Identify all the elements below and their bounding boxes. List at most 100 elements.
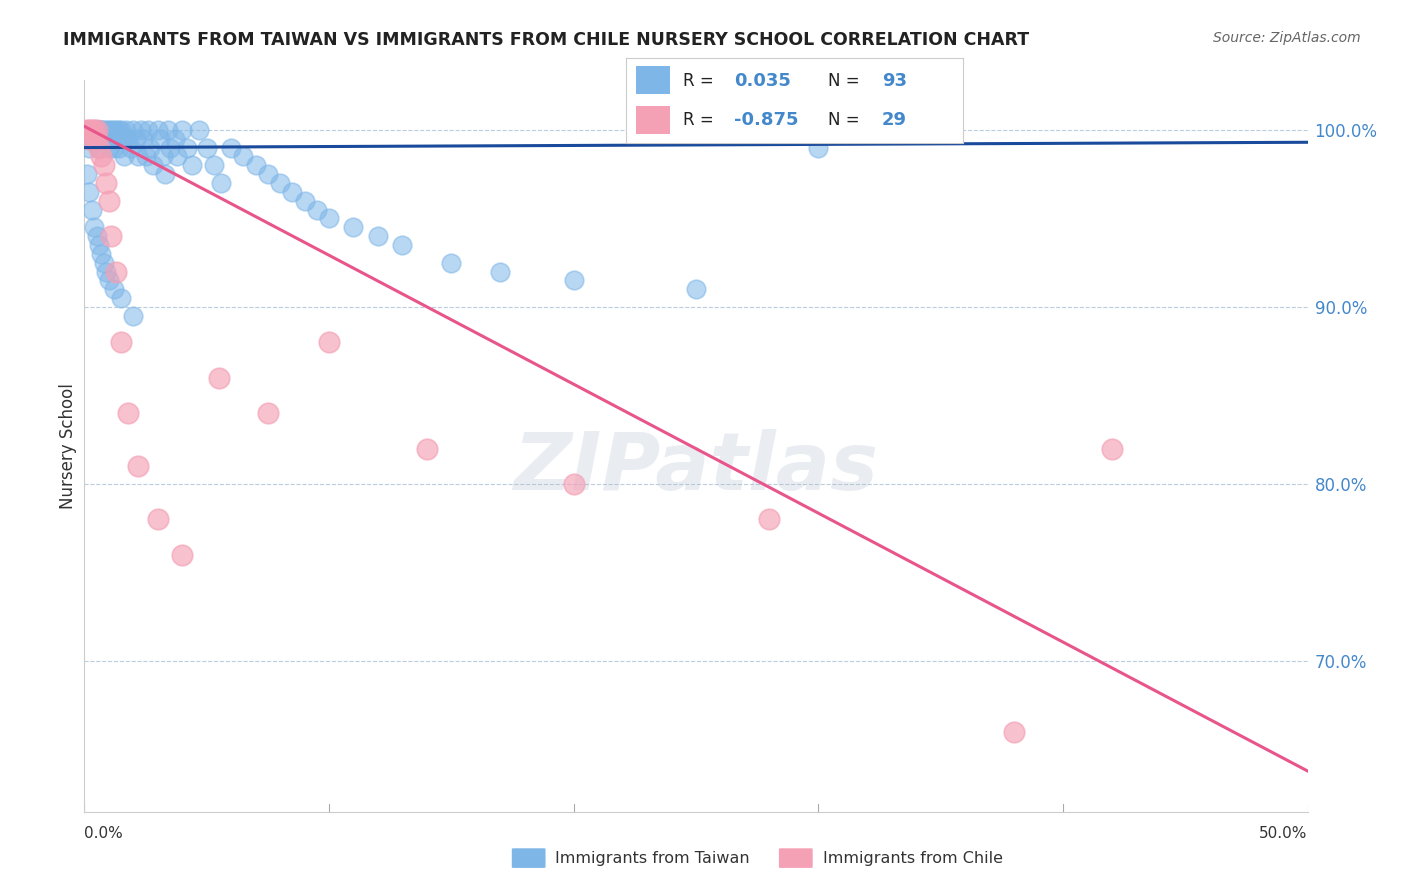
Point — [83, 132, 105, 146]
Text: R =: R = — [683, 111, 714, 128]
Point — [807, 140, 830, 154]
Point — [202, 158, 225, 172]
Point — [562, 273, 585, 287]
Point — [156, 123, 179, 137]
Point — [139, 140, 162, 154]
Text: ZIPatlas: ZIPatlas — [513, 429, 879, 507]
Text: Immigrants from Taiwan: Immigrants from Taiwan — [555, 851, 749, 865]
Point — [136, 123, 159, 137]
Point — [90, 123, 112, 137]
Point — [100, 123, 122, 137]
Point — [86, 229, 108, 244]
Point — [125, 132, 148, 146]
Point — [87, 238, 110, 252]
Point — [107, 140, 129, 154]
Point — [83, 220, 105, 235]
Point — [76, 167, 98, 181]
Point — [76, 123, 98, 137]
Point — [77, 140, 100, 154]
Point — [176, 140, 198, 154]
Point — [127, 149, 149, 163]
Point — [342, 220, 364, 235]
Point — [117, 132, 139, 146]
Point — [90, 132, 112, 146]
Point — [208, 371, 231, 385]
Point — [97, 273, 120, 287]
Point — [103, 123, 125, 137]
Point — [163, 132, 186, 146]
Point — [80, 123, 103, 137]
Point — [117, 406, 139, 420]
Point — [257, 406, 280, 420]
Point — [110, 291, 132, 305]
Point — [146, 512, 169, 526]
Point — [257, 167, 280, 181]
Point — [83, 123, 105, 137]
Point — [83, 123, 105, 137]
Point — [96, 132, 118, 146]
Text: 93: 93 — [882, 72, 907, 90]
Point — [1002, 725, 1025, 739]
Point — [245, 158, 267, 172]
Point — [489, 264, 512, 278]
Point — [115, 123, 138, 137]
Point — [80, 123, 103, 137]
Point — [135, 149, 157, 163]
Point — [100, 229, 122, 244]
Point — [87, 123, 110, 137]
Point — [105, 264, 128, 278]
Point — [112, 132, 135, 146]
Text: 0.0%: 0.0% — [84, 826, 124, 841]
Point — [97, 194, 120, 208]
Point — [86, 123, 108, 137]
Point — [83, 123, 105, 137]
Point — [172, 123, 194, 137]
Point — [195, 140, 218, 154]
Point — [318, 335, 340, 350]
Point — [305, 202, 328, 217]
Point — [172, 548, 194, 562]
Point — [1101, 442, 1123, 456]
Point — [391, 238, 413, 252]
Point — [87, 140, 110, 154]
Point — [281, 185, 304, 199]
Point — [110, 123, 132, 137]
Point — [97, 123, 120, 137]
Point — [129, 123, 152, 137]
Point — [219, 140, 242, 154]
Text: IMMIGRANTS FROM TAIWAN VS IMMIGRANTS FROM CHILE NURSERY SCHOOL CORRELATION CHART: IMMIGRANTS FROM TAIWAN VS IMMIGRANTS FRO… — [63, 31, 1029, 49]
Point — [122, 309, 145, 323]
Point — [93, 123, 115, 137]
Point — [93, 132, 115, 146]
Point — [93, 158, 115, 172]
Point — [80, 202, 103, 217]
Point — [105, 123, 128, 137]
Text: Source: ZipAtlas.com: Source: ZipAtlas.com — [1213, 31, 1361, 45]
Point — [110, 335, 132, 350]
Point — [152, 149, 174, 163]
Point — [188, 123, 211, 137]
Text: Immigrants from Chile: Immigrants from Chile — [823, 851, 1002, 865]
Point — [90, 149, 112, 163]
Point — [96, 264, 118, 278]
Text: -0.875: -0.875 — [734, 111, 799, 128]
Point — [87, 123, 110, 137]
Point — [86, 132, 108, 146]
Point — [90, 247, 112, 261]
Point — [440, 256, 463, 270]
Bar — [636, 67, 669, 95]
Point — [93, 256, 115, 270]
Point — [149, 132, 172, 146]
Text: 29: 29 — [882, 111, 907, 128]
Point — [112, 149, 135, 163]
Point — [77, 132, 100, 146]
Point — [181, 158, 204, 172]
Point — [142, 158, 165, 172]
Point — [120, 140, 142, 154]
Point — [80, 132, 103, 146]
Point — [562, 477, 585, 491]
Point — [76, 123, 98, 137]
Point — [294, 194, 316, 208]
Point — [77, 123, 100, 137]
Point — [77, 123, 100, 137]
